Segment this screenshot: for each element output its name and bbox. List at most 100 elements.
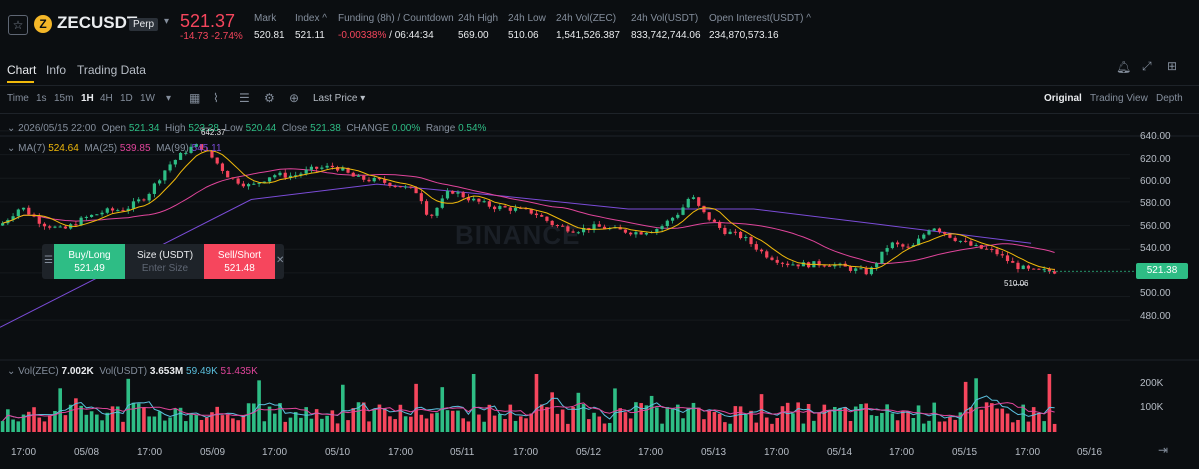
stat-label-funding: Funding (8h) / Countdown — [338, 13, 454, 24]
low-price-marker: 510.06 — [1004, 279, 1029, 288]
interval-time[interactable]: Time — [7, 93, 29, 104]
volume-y-tick: 100K — [1140, 402, 1164, 413]
buy-long-button[interactable]: Buy/Long 521.49 — [54, 244, 125, 279]
bell-icon[interactable]: 🔔︎ — [1116, 60, 1132, 74]
volume-bar — [152, 416, 157, 432]
volume-bar — [613, 388, 617, 432]
candle-body — [676, 214, 680, 218]
volume-bar — [812, 420, 816, 432]
volume-bar — [827, 410, 832, 432]
volume-bar — [204, 417, 209, 432]
interval-1s[interactable]: 1s — [36, 93, 47, 104]
view-depth[interactable]: Depth — [1156, 93, 1183, 104]
tab-trading-data[interactable]: Trading Data — [77, 63, 146, 77]
candle-body — [864, 268, 868, 275]
candle-body — [110, 208, 115, 211]
volume-bar — [702, 419, 706, 432]
volume-bar — [163, 420, 167, 432]
stat-label-24h-low: 24h Low — [508, 13, 546, 24]
calendar-icon[interactable]: ▦ — [189, 91, 201, 105]
volume-bar — [785, 402, 790, 432]
interval-dropdown-icon[interactable]: ▾ — [166, 93, 172, 104]
candle-body — [241, 183, 245, 187]
volume-bar — [660, 423, 664, 432]
interval-1w[interactable]: 1W — [140, 93, 155, 104]
indicator-chart-icon[interactable]: ⌇ — [213, 91, 219, 105]
volume-bar — [859, 404, 863, 432]
scroll-to-latest-icon[interactable]: ⇥ — [1158, 443, 1169, 457]
candle-body — [854, 268, 858, 271]
candle-body — [105, 208, 109, 213]
symbol-dropdown-icon[interactable]: ▾ — [164, 16, 170, 27]
price-chart[interactable] — [0, 114, 1199, 469]
candle-body — [655, 229, 659, 232]
candle-body — [686, 198, 690, 208]
x-tick: 17:00 — [513, 447, 539, 458]
candle-body — [780, 262, 785, 264]
candle-body — [189, 146, 193, 153]
stat-label-open-interest[interactable]: Open Interest(USDT) ^ — [709, 13, 811, 24]
candle-body — [733, 231, 737, 233]
close-icon[interactable]: ✕ — [276, 255, 285, 266]
interval-4h[interactable]: 4H — [100, 93, 113, 104]
candle-body — [639, 232, 643, 235]
symbol-name[interactable]: ZECUSDT — [57, 13, 138, 32]
stat-label-24h-vol-zec: 24h Vol(ZEC) — [556, 13, 617, 24]
tab-info[interactable]: Info — [46, 63, 67, 77]
layout-grid-icon[interactable]: ⊞ — [1167, 59, 1178, 73]
candle-body — [916, 238, 921, 246]
volume-bar — [147, 416, 151, 432]
candle-body — [791, 264, 795, 266]
favorite-star-icon[interactable]: ☆ — [8, 15, 28, 35]
price-type-select[interactable]: Last Price ▾ — [313, 93, 366, 104]
tab-chart[interactable]: Chart — [7, 63, 37, 77]
interval-1d[interactable]: 1D — [120, 93, 133, 104]
volume-bar — [325, 415, 329, 432]
volume-bar — [403, 416, 408, 432]
volume-bar — [79, 405, 83, 432]
drawing-tools-icon[interactable]: ⚙ — [264, 91, 275, 105]
view-original[interactable]: Original — [1044, 93, 1082, 104]
candle-body — [309, 166, 314, 170]
volume-bar — [717, 413, 722, 432]
volume-bar — [351, 408, 356, 432]
view-trading-view[interactable]: Trading View — [1090, 93, 1148, 104]
candle-body — [885, 248, 889, 252]
candle-body — [723, 227, 727, 235]
ma-chevron-icon: ⌄ — [7, 143, 16, 154]
volume-bar — [655, 407, 659, 432]
volume-bar — [796, 402, 800, 432]
settings-sliders-icon[interactable]: ☰ — [239, 91, 250, 105]
volume-bar — [550, 392, 554, 432]
candle-body — [1011, 261, 1015, 263]
quick-trade-panel: ☰ Buy/Long 521.49 Size (USDT) Enter Size… — [42, 244, 284, 279]
volume-bar — [618, 408, 623, 432]
stat-label-index[interactable]: Index ^ — [295, 13, 327, 24]
candle-body — [367, 179, 371, 182]
drag-handle-icon[interactable]: ☰ — [44, 255, 53, 266]
volume-bar — [199, 419, 204, 432]
size-input[interactable]: Size (USDT) Enter Size — [136, 250, 194, 274]
candle-body — [194, 144, 198, 147]
candle-body — [346, 167, 350, 173]
x-tick: 17:00 — [638, 447, 664, 458]
candle-body — [21, 207, 26, 210]
candle-body — [529, 208, 533, 214]
volume-bars — [0, 374, 1057, 432]
volume-ma-line — [2, 402, 1055, 422]
target-icon[interactable]: ⊕ — [289, 91, 300, 105]
volume-bar — [728, 423, 732, 432]
interval-15m[interactable]: 15m — [54, 93, 74, 104]
volume-bar — [1005, 413, 1010, 432]
interval-1h[interactable]: 1H — [81, 93, 94, 104]
y-tick: 480.00 — [1140, 311, 1171, 322]
expand-icon[interactable]: ⤢ — [1142, 59, 1152, 73]
candle-body — [430, 214, 434, 216]
candle-body — [927, 230, 931, 235]
current-price-tag: 521.38 — [1136, 263, 1188, 279]
volume-bar — [252, 403, 256, 432]
candle-body — [513, 207, 518, 211]
sell-short-button[interactable]: Sell/Short 521.48 — [204, 244, 275, 279]
candle-body — [163, 170, 167, 181]
candle-body — [498, 206, 502, 210]
